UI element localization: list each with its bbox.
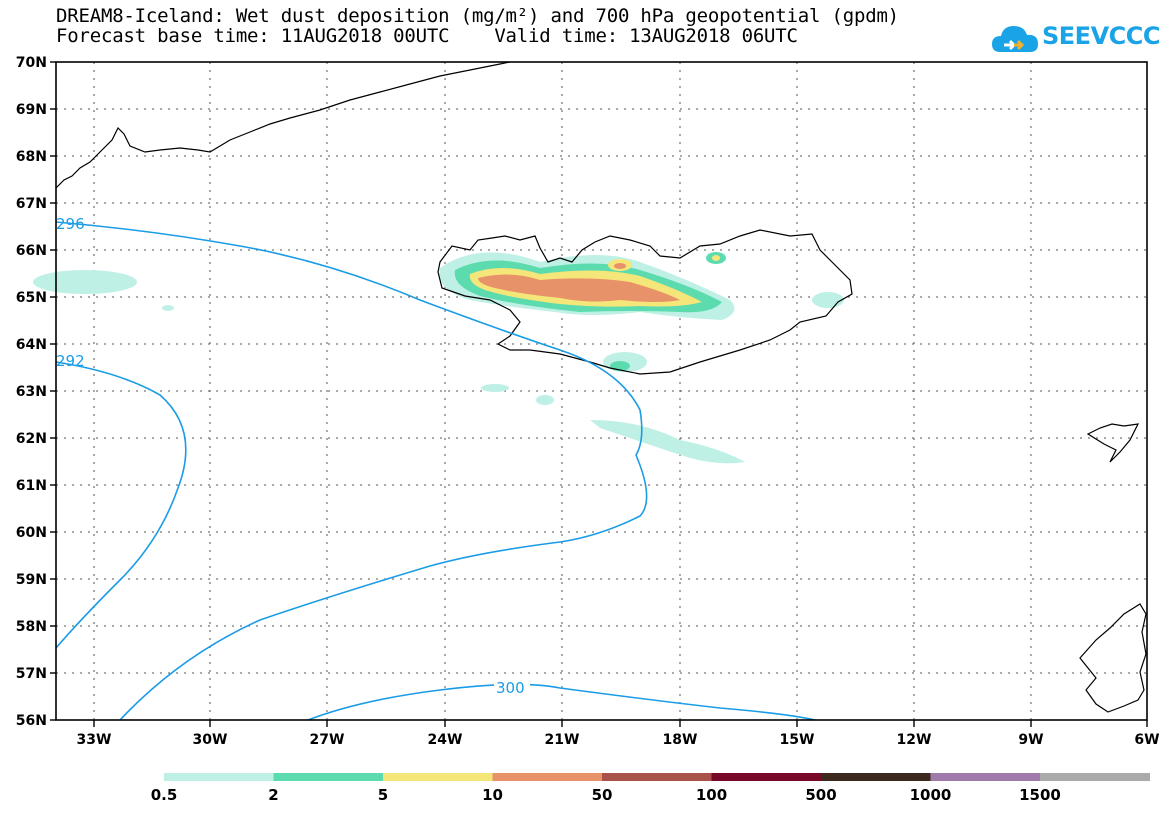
legend-swatch <box>492 773 603 781</box>
lon-label: 12W <box>897 732 932 748</box>
contour-label-292: 292 <box>56 352 85 370</box>
legend-label: 500 <box>805 786 837 804</box>
lon-label: 30W <box>193 732 228 748</box>
contour-label-300: 300 <box>496 679 525 697</box>
legend-label: 5 <box>377 786 389 804</box>
legend-label: 2 <box>268 786 279 804</box>
legend-label: 0.5 <box>150 786 178 804</box>
lat-label: 59N <box>16 572 47 588</box>
lat-label: 70N <box>16 55 47 71</box>
lat-label: 56N <box>16 713 47 729</box>
dust-deposition-shading <box>33 252 844 464</box>
lat-label: 61N <box>16 478 47 494</box>
faroe-islands <box>1086 423 1140 463</box>
legend-swatch <box>602 773 712 781</box>
legend-swatch <box>164 773 274 781</box>
lat-label: 63N <box>16 384 47 400</box>
lat-label: 66N <box>16 243 47 259</box>
lat-label: 64N <box>16 337 47 353</box>
dust-patch <box>590 420 745 464</box>
lon-label: 24W <box>428 732 463 748</box>
contour-300 <box>307 683 816 721</box>
lon-label: 9W <box>1018 732 1043 748</box>
lat-label: 60N <box>16 525 47 541</box>
contour-labels: 296 292 300 <box>56 215 530 697</box>
lat-label: 67N <box>16 196 47 212</box>
lon-label: 21W <box>545 732 580 748</box>
dust-patch <box>162 305 174 311</box>
legend-label: 10 <box>482 786 503 804</box>
coastlines <box>55 61 1147 713</box>
dust-patch <box>478 274 680 302</box>
legend-swatch <box>1040 773 1150 781</box>
dust-patch <box>33 270 137 294</box>
iceland-coast <box>437 229 853 375</box>
dust-patch <box>481 384 509 392</box>
legend-swatch <box>930 773 1041 781</box>
dust-patch <box>614 263 626 269</box>
lat-label: 58N <box>16 619 47 635</box>
cloud-icon <box>992 26 1038 52</box>
lat-label: 68N <box>16 149 47 165</box>
dust-patch <box>712 255 720 261</box>
graticule <box>56 62 1147 720</box>
lat-label: 69N <box>16 102 47 118</box>
lon-label: 18W <box>663 732 698 748</box>
axis-labels: 33W 30W 27W 24W 21W 18W 15W 12W 9W 6W 70N 69N 68N 67N… <box>16 55 1160 748</box>
legend-swatch <box>711 773 822 781</box>
contour-label-296: 296 <box>56 215 85 233</box>
lat-label: 62N <box>16 431 47 447</box>
legend-swatch <box>273 773 384 781</box>
legend-swatch <box>821 773 931 781</box>
legend-colorbar <box>164 773 1150 781</box>
seevccc-logo: SEEVCCC <box>990 18 1161 60</box>
greenland-coast <box>55 61 511 189</box>
legend-label: 1500 <box>1019 786 1061 804</box>
lon-label: 6W <box>1134 732 1159 748</box>
map-title: DREAM8-Iceland: Wet dust deposition (mg/… <box>56 5 899 27</box>
legend-label: 1000 <box>909 786 952 804</box>
forecast-times: Forecast base time: 11AUG2018 00UTC Vali… <box>56 25 798 47</box>
lon-label: 27W <box>310 732 345 748</box>
dust-patch <box>812 292 844 308</box>
contour-292 <box>55 361 187 649</box>
legend-swatch <box>383 773 493 781</box>
lat-label: 65N <box>16 290 47 306</box>
lat-label: 57N <box>16 666 47 682</box>
tick-marks <box>50 61 1148 727</box>
lon-label: 15W <box>780 732 815 748</box>
legend-label: 100 <box>695 786 728 804</box>
scotland-coast <box>1079 603 1147 713</box>
geopotential-contours <box>55 221 816 721</box>
contour-296 <box>55 221 648 721</box>
lon-label: 33W <box>77 732 112 748</box>
logo-text: SEEVCCC <box>1042 22 1161 50</box>
legend-label: 50 <box>591 786 613 804</box>
dust-patch <box>536 395 554 405</box>
